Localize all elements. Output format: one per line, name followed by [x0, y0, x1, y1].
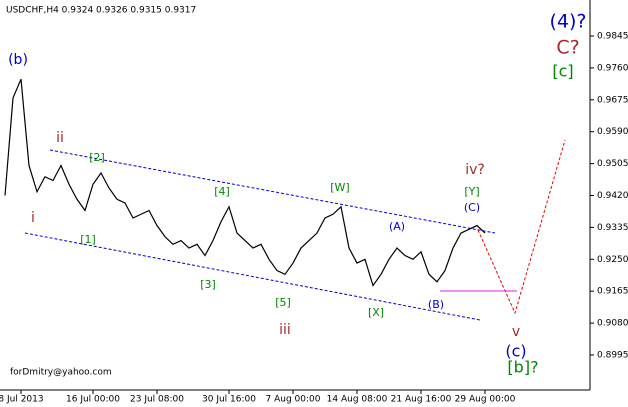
y-tick-label: 0.9675: [597, 95, 628, 105]
wave-label: i: [31, 210, 35, 226]
wave-label: ii: [56, 130, 64, 146]
channel-upper: [49, 149, 496, 234]
wave-label: (B): [428, 298, 444, 311]
y-tick-label: 0.9845: [597, 32, 628, 42]
x-tick-label: 23 Jul 08:00: [130, 395, 184, 405]
x-tick-label: 7 Aug 00:00: [266, 395, 321, 405]
wave-label: (A): [389, 220, 405, 233]
price-line: [4, 78, 486, 287]
y-tick-label: 0.9250: [597, 255, 628, 265]
x-tick-label: 16 Jul 00:00: [66, 395, 120, 405]
x-tick-label: 8 Jul 2013: [0, 395, 44, 405]
watermark: forDmitry@yahoo.com: [10, 368, 112, 378]
wave-label: (C): [464, 201, 480, 214]
wave-label: [c]: [552, 62, 573, 81]
wave-label: [4]: [214, 185, 230, 198]
y-tick-label: 0.9590: [597, 127, 628, 137]
wave-label: iv?: [465, 162, 485, 178]
wave-label: [Y]: [464, 185, 479, 198]
wave-label: [b]?: [507, 358, 538, 377]
x-tick-label: 14 Aug 08:00: [327, 395, 388, 405]
wave-label: (b): [8, 52, 28, 68]
y-tick-label: 0.8995: [597, 350, 628, 360]
y-tick-label: 0.9080: [597, 319, 628, 329]
channel-lower: [24, 232, 481, 321]
wave-label: [X]: [368, 306, 384, 319]
x-tick-label: 21 Aug 16:00: [391, 395, 452, 405]
wave-label: (4)?: [550, 11, 587, 33]
wave-label: [5]: [275, 296, 291, 309]
chart-title: USDCHF,H4 0.9324 0.9326 0.9315 0.9317: [6, 6, 196, 16]
forecast-line: [477, 139, 566, 315]
wave-label: v: [512, 324, 520, 340]
wave-label: [1]: [80, 233, 96, 246]
y-tick-label: 0.9335: [597, 223, 628, 233]
wave-label: (c): [505, 342, 526, 361]
wave-label: [2]: [89, 151, 105, 164]
x-tick-label: 29 Aug 00:00: [455, 395, 516, 405]
y-tick-label: 0.9760: [597, 63, 628, 73]
y-tick-label: 0.9420: [597, 191, 628, 201]
x-tick-label: 30 Jul 16:00: [202, 395, 256, 405]
wave-label: [W]: [330, 181, 349, 194]
wave-label: [3]: [200, 278, 216, 291]
y-tick-label: 0.9505: [597, 159, 628, 169]
wave-label: iii: [279, 322, 291, 338]
wave-label: C?: [556, 37, 579, 59]
y-tick-label: 0.9165: [597, 287, 628, 297]
